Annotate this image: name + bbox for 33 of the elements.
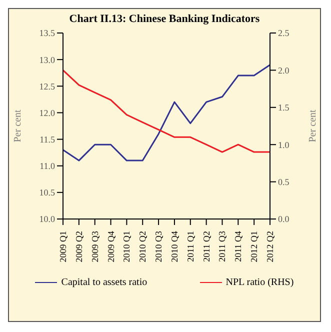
x-tick-label: 2011 Q4 bbox=[233, 230, 244, 262]
y-tick-label: 11.5 bbox=[40, 134, 56, 144]
y2-tick-label: 0.0 bbox=[278, 214, 290, 224]
y-tick-label: 13.0 bbox=[39, 54, 56, 65]
x-tick-label: 2010 Q4 bbox=[169, 230, 180, 262]
legend-label: NPL ratio (RHS) bbox=[224, 277, 294, 288]
x-tick-label: 2011 Q2 bbox=[201, 231, 212, 262]
y-tick-label: 12.0 bbox=[39, 108, 56, 118]
x-tick-label: 2009 Q1 bbox=[58, 231, 68, 262]
x-tick-label: 2010 Q1 bbox=[122, 231, 132, 262]
y-tick-label: 12.5 bbox=[39, 81, 56, 92]
x-tick-label: 2009 Q3 bbox=[90, 230, 100, 262]
y-tick-label: 10.0 bbox=[39, 214, 56, 224]
x-tick-label: 2011 Q3 bbox=[217, 230, 228, 262]
x-tick-label: 2009 Q4 bbox=[106, 230, 116, 262]
x-tick-label: 2012 Q1 bbox=[249, 231, 260, 262]
y2-tick-label: 2.5 bbox=[278, 28, 290, 38]
x-tick-label: 2010 Q3 bbox=[154, 230, 164, 262]
y-tick-label: 11.0 bbox=[40, 161, 56, 172]
y2-tick-label: 2.0 bbox=[278, 65, 290, 76]
y-tick-label: 13.5 bbox=[39, 28, 56, 38]
y2-tick-label: 1.0 bbox=[278, 140, 290, 150]
y2-axis-title: Per cent bbox=[308, 110, 319, 142]
x-tick-label: 2011 Q1 bbox=[185, 231, 196, 262]
y-axis-title: Per cent bbox=[12, 110, 24, 142]
x-tick-label: 2010 Q2 bbox=[138, 231, 148, 262]
chart-title: Chart II.13: Chinese Banking Indicators bbox=[68, 12, 261, 25]
y2-tick-label: 0.5 bbox=[278, 176, 290, 187]
x-tick-label: 2012 Q2 bbox=[265, 231, 275, 262]
legend-label: Capital to assets ratio bbox=[60, 277, 148, 288]
x-tick-label: 2009 Q2 bbox=[74, 231, 84, 262]
y-tick-label: 10.5 bbox=[39, 188, 56, 198]
y2-tick-label: 1.5 bbox=[278, 102, 290, 113]
